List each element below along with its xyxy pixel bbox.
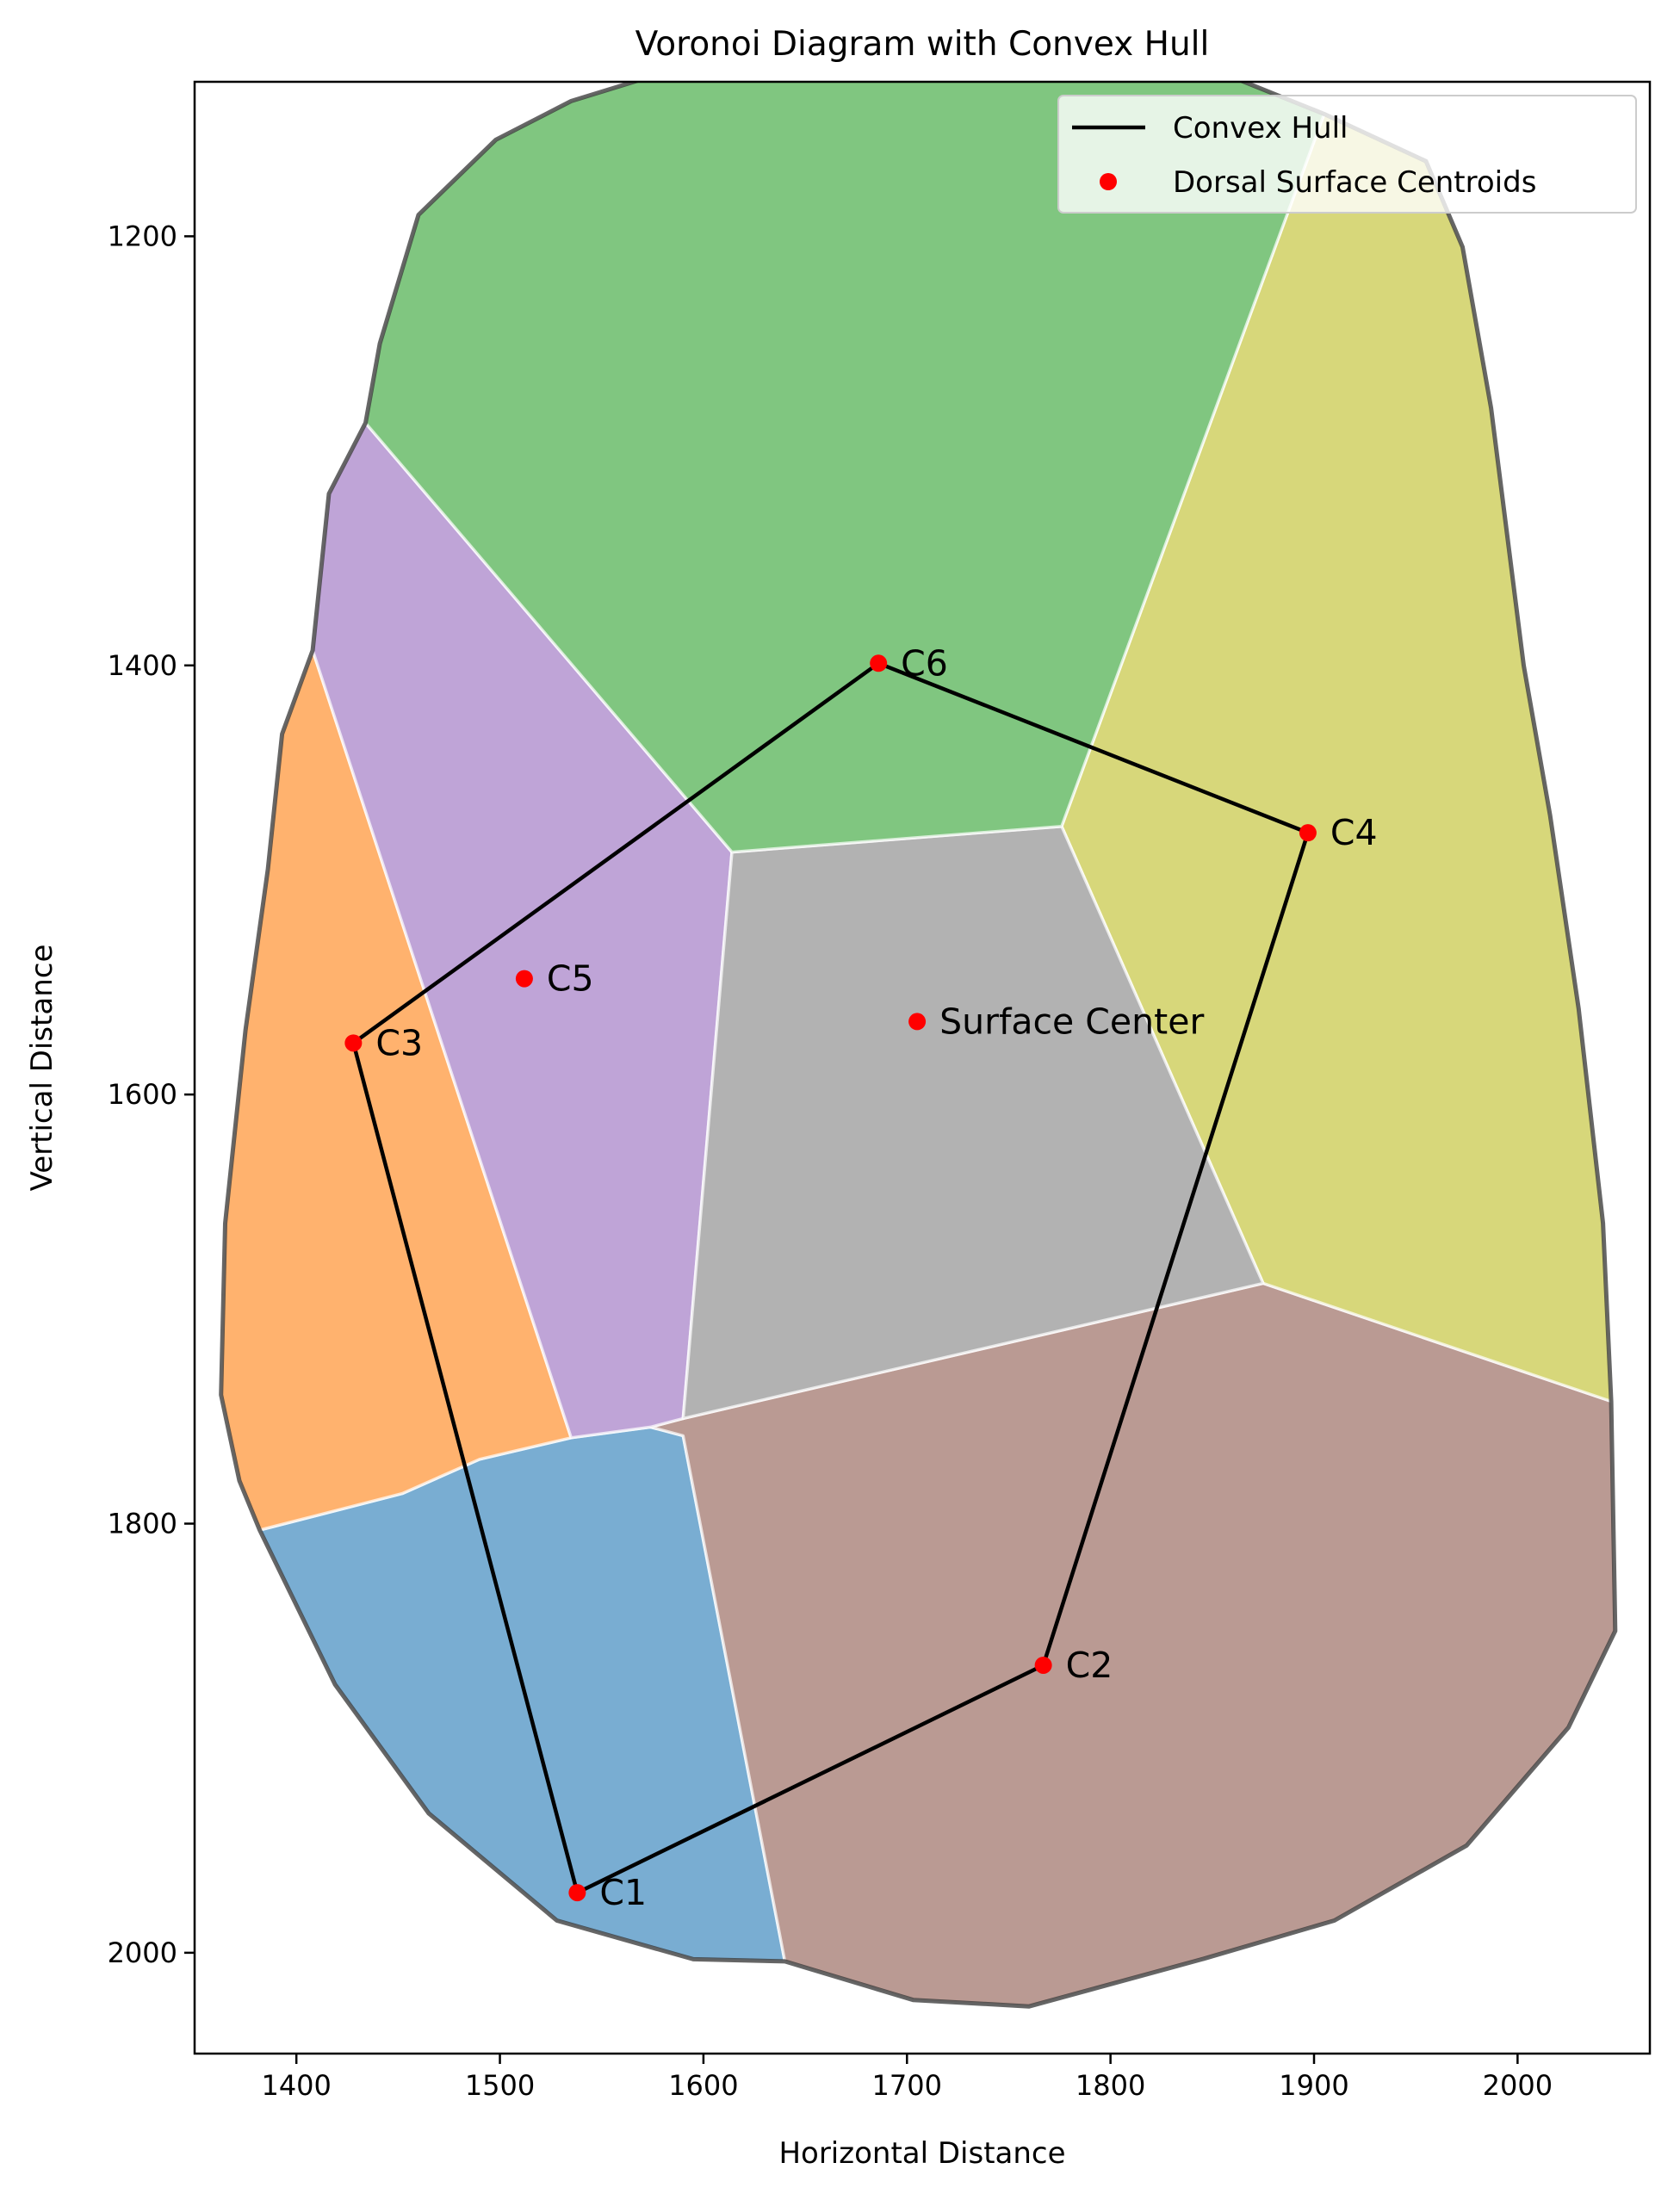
y-tick-label-1600: 1600 <box>108 1078 177 1111</box>
convex-hull-group <box>351 661 1311 1895</box>
centroid-points: C1 C2 C3 C4 C5 C6 Surface Center <box>344 642 1378 1913</box>
point-label-surface-center: Surface Center <box>939 1001 1204 1042</box>
point-surface-center <box>908 1013 927 1031</box>
voronoi-regions <box>219 82 1617 2008</box>
point-label-c5: C5 <box>547 958 594 1000</box>
convex-hull-line <box>351 661 1311 1895</box>
x-axis-label: Horizontal Distance <box>778 2136 1065 2171</box>
x-tick-label-1400: 1400 <box>261 2069 331 2102</box>
point-c2 <box>1034 1656 1052 1674</box>
y-axis-ticks: 1200 1400 1600 1800 2000 <box>108 220 195 1969</box>
y-tick-label-1800: 1800 <box>108 1508 177 1540</box>
x-axis-ticks: 1400 1500 1600 1700 1800 1900 2000 <box>261 2054 1553 2102</box>
x-tick-label-1500: 1500 <box>465 2069 535 2102</box>
x-tick-label-2000: 2000 <box>1483 2069 1553 2102</box>
point-label-c3: C3 <box>375 1022 423 1063</box>
x-tick-label-1800: 1800 <box>1076 2069 1145 2102</box>
point-label-c6: C6 <box>901 642 948 684</box>
plot-frame <box>193 80 1652 2055</box>
point-c6 <box>870 654 888 672</box>
chart-title: Voronoi Diagram with Convex Hull <box>635 25 1210 64</box>
legend-centroid-label: Dorsal Surface Centroids <box>1173 165 1536 200</box>
legend-hull-label: Convex Hull <box>1173 111 1348 146</box>
plot-area: C1 C2 C3 C4 C5 C6 Surface Center <box>219 82 1618 2009</box>
x-tick-label-1900: 1900 <box>1279 2069 1348 2102</box>
point-label-c4: C4 <box>1330 812 1378 853</box>
legend-centroid-swatch <box>1100 173 1117 190</box>
surface-outline <box>219 82 1618 2009</box>
x-tick-label-1600: 1600 <box>668 2069 738 2102</box>
surface-outline-path <box>219 82 1618 2009</box>
point-c4 <box>1299 824 1317 842</box>
point-c1 <box>568 1884 586 1902</box>
x-tick-label-1700: 1700 <box>872 2069 942 2102</box>
point-label-c2: C2 <box>1066 1645 1113 1686</box>
point-c5 <box>515 970 533 988</box>
y-tick-label-2000: 2000 <box>108 1936 177 1969</box>
legend-box <box>1057 95 1637 214</box>
legend: Convex Hull Dorsal Surface Centroids <box>1057 95 1637 214</box>
point-label-c1: C1 <box>599 1872 647 1913</box>
point-c3 <box>344 1034 363 1052</box>
y-tick-label-1200: 1200 <box>108 220 177 252</box>
y-tick-label-1400: 1400 <box>108 649 177 682</box>
y-axis-label: Vertical Distance <box>25 945 59 1192</box>
